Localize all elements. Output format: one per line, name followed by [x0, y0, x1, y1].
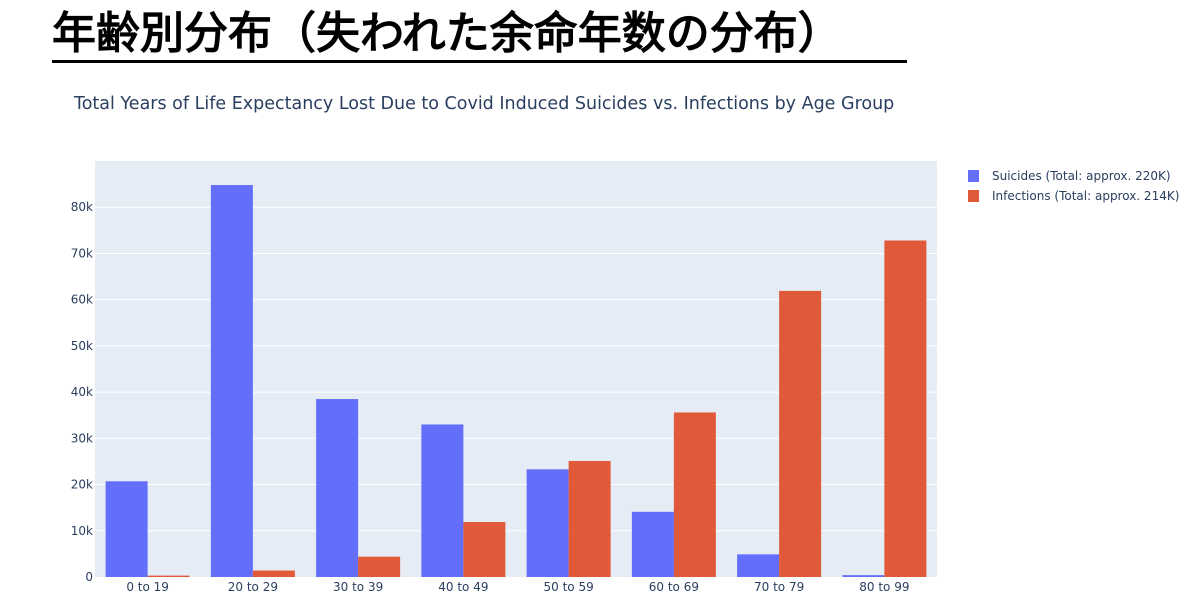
bar-infections-0[interactable] [147, 575, 190, 577]
bar-suicides-1[interactable] [210, 185, 253, 577]
y-tick-label: 20k [71, 478, 93, 492]
bar-infections-1[interactable] [252, 570, 295, 577]
y-tick-label: 50k [71, 339, 93, 353]
legend[interactable]: Suicides (Total: approx. 220K) Infections… [968, 169, 1179, 203]
y-tick-label: 70k [71, 246, 93, 260]
y-tick-label: 0 [85, 570, 93, 584]
bar-suicides-2[interactable] [316, 399, 359, 577]
bar-suicides-0[interactable] [105, 481, 148, 577]
y-tick-label: 30k [71, 431, 93, 445]
bar-infections-4[interactable] [568, 460, 611, 577]
x-tick-label: 30 to 39 [333, 580, 383, 594]
x-tick-label: 70 to 79 [754, 580, 804, 594]
bar-suicides-3[interactable] [421, 424, 464, 577]
slide-title: 年齢別分布（失われた余命年数の分布） [52, 8, 842, 59]
legend-swatch-suicides[interactable] [968, 170, 979, 182]
title-underline [52, 60, 907, 63]
bar-infections-5[interactable] [673, 412, 716, 577]
x-axis-ticks: 0 to 19 20 to 29 30 to 39 40 to 49 50 to 59 6… [126, 580, 909, 594]
bar-suicides-4[interactable] [526, 469, 569, 577]
bar-suicides-7[interactable] [842, 575, 885, 577]
bar-infections-3[interactable] [463, 521, 506, 577]
bar-suicides-5[interactable] [631, 511, 674, 577]
y-axis-ticks: 0 10k 20k 30k 40k 50k 60k 70k 80k [71, 200, 93, 584]
y-tick-label: 80k [71, 200, 93, 214]
x-tick-label: 50 to 59 [544, 580, 594, 594]
bar-suicides-6[interactable] [737, 554, 780, 577]
x-tick-label: 80 to 99 [859, 580, 909, 594]
x-tick-label: 40 to 49 [438, 580, 488, 594]
chart-title: Total Years of Life Expectancy Lost Due … [74, 94, 895, 114]
y-tick-label: 10k [71, 524, 93, 538]
x-tick-label: 20 to 29 [228, 580, 278, 594]
legend-label-suicides[interactable]: Suicides (Total: approx. 220K) [992, 169, 1171, 183]
x-tick-label: 0 to 19 [126, 580, 169, 594]
y-tick-label: 60k [71, 293, 93, 307]
bar-infections-6[interactable] [779, 290, 822, 577]
x-tick-label: 60 to 69 [649, 580, 699, 594]
y-tick-label: 40k [71, 385, 93, 399]
legend-label-infections[interactable]: Infections (Total: approx. 214K) [992, 189, 1179, 203]
bar-infections-7[interactable] [884, 240, 927, 577]
legend-swatch-infections[interactable] [968, 190, 979, 202]
bar-infections-2[interactable] [358, 556, 401, 577]
bars [105, 185, 927, 577]
